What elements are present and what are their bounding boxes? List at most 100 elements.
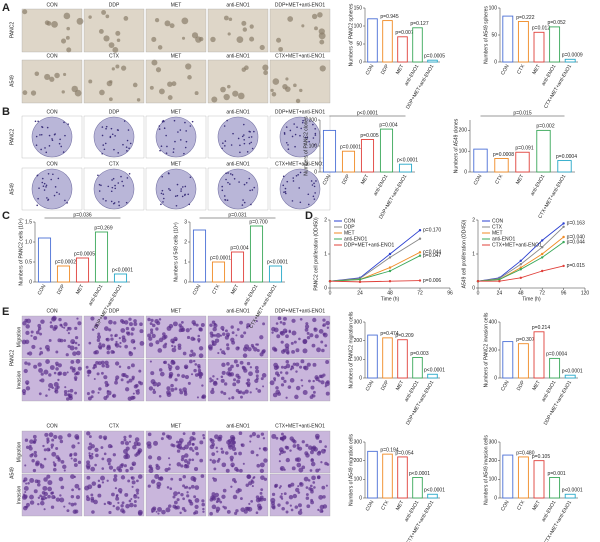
cell [86,495,89,498]
cell [70,360,75,364]
cell [234,511,238,515]
x-tick-label: 0 [477,290,480,296]
cell [155,67,162,73]
cell [126,332,131,336]
cell [303,476,309,482]
point [358,280,362,284]
cell [121,65,127,71]
cell [276,373,280,377]
cell [230,337,235,342]
cell [224,451,229,455]
cell [69,388,74,393]
cell [277,316,282,321]
cell [273,362,278,368]
colony [239,144,241,147]
cell [66,26,70,31]
cell [236,379,241,384]
colony [66,202,68,204]
cell [88,454,91,457]
bar [427,373,438,379]
colony [287,148,290,151]
cell [73,463,78,467]
cell [249,366,253,369]
cell [284,343,290,349]
cell [315,377,320,382]
colony [111,133,114,136]
dish [279,168,321,210]
colony [224,145,226,147]
point [388,266,392,269]
cell [150,331,154,335]
cell [113,474,118,478]
cell [110,350,115,354]
y-tick-label: 0 [314,169,317,175]
cell [139,341,145,346]
cell [319,39,325,45]
colony [299,201,302,204]
cell [233,480,237,484]
cell [75,359,81,364]
bar [502,341,514,379]
cell [211,387,215,391]
photo [145,8,207,53]
cell [67,433,72,438]
cell [38,353,42,356]
cell [93,499,98,505]
cell [215,446,218,449]
cell [171,81,177,87]
cell [130,327,135,332]
cell [165,507,171,513]
cell [191,431,196,436]
cell [220,447,223,451]
colony [173,119,176,122]
cell [280,376,285,381]
colony [313,182,315,185]
cell [58,371,63,376]
cell [49,365,55,370]
cell [321,348,325,353]
series-line [329,255,421,282]
cell [220,375,224,379]
cell [97,361,102,366]
colony [50,178,53,181]
cell [32,440,36,444]
cell [305,322,309,326]
y-tick-label: 1 [472,251,475,257]
colony [63,121,65,124]
p-value: p=0.054 [395,450,413,456]
colony [238,181,240,183]
column-label: anti-ENO1 [226,109,250,115]
cell [315,468,320,473]
cell [318,439,323,444]
cell [295,348,300,353]
bar [397,339,408,379]
colony [60,145,63,148]
cell [114,343,118,346]
y-tick-label: 300 [354,439,363,445]
cell [91,481,97,486]
cell [217,351,220,355]
cell [309,333,314,338]
cell [226,362,230,366]
point [418,229,422,232]
column-label: DDP+MET+anti-ENO1 [275,308,326,314]
cell [99,89,105,96]
cell [220,86,226,93]
colony [45,184,48,187]
p-value: p=0.0001 [210,255,231,261]
cell [108,510,112,515]
point [519,263,522,266]
cell [181,36,186,40]
cell [123,435,127,439]
cell [119,345,122,348]
cell [73,475,76,478]
colony [35,144,38,147]
cell [287,385,292,389]
cell [50,505,55,509]
y-axis-label: Numbers of A549 clones [453,118,459,173]
colony [314,134,317,136]
cell [292,444,297,448]
cell [255,374,259,378]
cell [247,347,252,352]
colony [246,151,249,153]
